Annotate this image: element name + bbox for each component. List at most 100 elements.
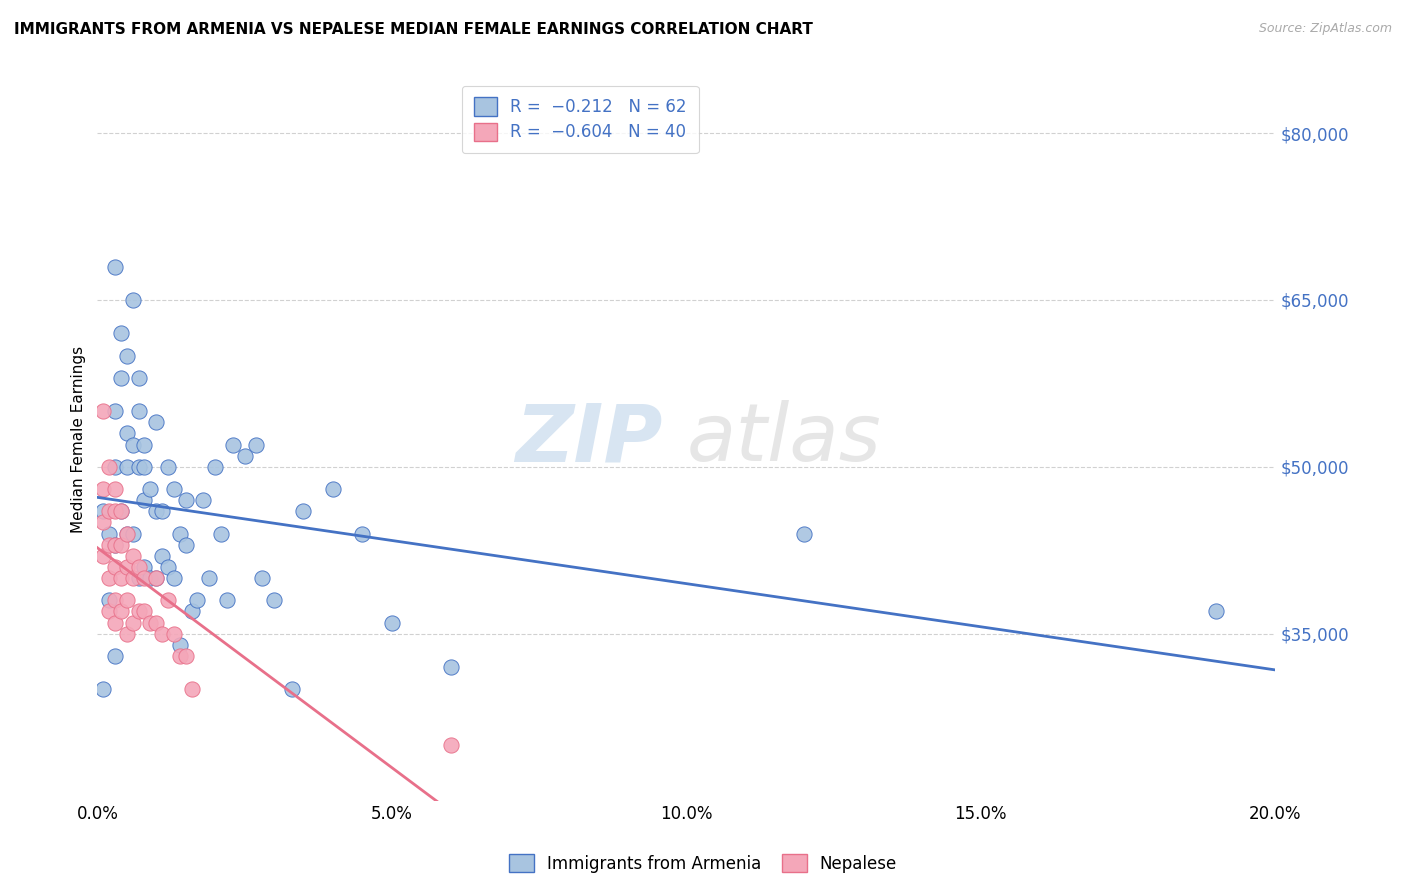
Point bbox=[104, 260, 127, 274]
Point bbox=[104, 538, 127, 552]
Point bbox=[252, 571, 274, 585]
Point bbox=[150, 626, 173, 640]
Text: IMMIGRANTS FROM ARMENIA VS NEPALESE MEDIAN FEMALE EARNINGS CORRELATION CHART: IMMIGRANTS FROM ARMENIA VS NEPALESE MEDI… bbox=[14, 22, 813, 37]
Point bbox=[128, 459, 150, 474]
Point bbox=[150, 549, 173, 563]
Point bbox=[186, 593, 208, 607]
Point bbox=[1205, 605, 1227, 619]
Point bbox=[169, 638, 191, 652]
Point bbox=[139, 571, 162, 585]
Point bbox=[91, 404, 114, 418]
Point bbox=[134, 437, 156, 451]
Point bbox=[440, 738, 463, 752]
Point bbox=[352, 526, 374, 541]
Point bbox=[115, 426, 138, 441]
Point bbox=[322, 482, 344, 496]
Point bbox=[440, 660, 463, 674]
Point bbox=[110, 538, 132, 552]
Text: ZIP: ZIP bbox=[516, 400, 662, 478]
Point bbox=[104, 504, 127, 518]
Point bbox=[134, 493, 156, 508]
Point bbox=[134, 605, 156, 619]
Point bbox=[115, 560, 138, 574]
Point bbox=[121, 571, 143, 585]
Point bbox=[139, 615, 162, 630]
Point bbox=[115, 593, 138, 607]
Point bbox=[121, 526, 143, 541]
Point bbox=[157, 560, 180, 574]
Point bbox=[98, 459, 121, 474]
Point bbox=[104, 482, 127, 496]
Point bbox=[91, 482, 114, 496]
Point bbox=[215, 593, 238, 607]
Point bbox=[204, 459, 226, 474]
Point bbox=[145, 571, 167, 585]
Point bbox=[91, 516, 114, 530]
Point bbox=[134, 459, 156, 474]
Point bbox=[145, 571, 167, 585]
Point bbox=[128, 404, 150, 418]
Point bbox=[381, 615, 404, 630]
Point bbox=[104, 648, 127, 663]
Point bbox=[174, 648, 197, 663]
Point bbox=[209, 526, 232, 541]
Point bbox=[198, 571, 221, 585]
Point bbox=[263, 593, 285, 607]
Point bbox=[104, 404, 127, 418]
Y-axis label: Median Female Earnings: Median Female Earnings bbox=[72, 345, 86, 533]
Point bbox=[110, 504, 132, 518]
Point bbox=[115, 526, 138, 541]
Point bbox=[104, 560, 127, 574]
Legend: R =  −0.212   N = 62, R =  −0.604   N = 40: R = −0.212 N = 62, R = −0.604 N = 40 bbox=[463, 86, 699, 153]
Point bbox=[157, 459, 180, 474]
Point bbox=[121, 293, 143, 307]
Point bbox=[98, 526, 121, 541]
Point bbox=[163, 626, 186, 640]
Point bbox=[169, 648, 191, 663]
Point bbox=[98, 593, 121, 607]
Point bbox=[110, 504, 132, 518]
Point bbox=[91, 549, 114, 563]
Point bbox=[139, 482, 162, 496]
Point bbox=[180, 682, 202, 697]
Point bbox=[115, 626, 138, 640]
Point bbox=[104, 459, 127, 474]
Point bbox=[115, 526, 138, 541]
Point bbox=[128, 371, 150, 385]
Point bbox=[104, 593, 127, 607]
Point bbox=[793, 526, 815, 541]
Point bbox=[292, 504, 315, 518]
Point bbox=[134, 571, 156, 585]
Point bbox=[169, 526, 191, 541]
Point bbox=[233, 449, 256, 463]
Point bbox=[145, 415, 167, 429]
Point bbox=[180, 605, 202, 619]
Point bbox=[121, 615, 143, 630]
Point bbox=[280, 682, 302, 697]
Point bbox=[91, 682, 114, 697]
Point bbox=[98, 605, 121, 619]
Point bbox=[98, 571, 121, 585]
Point bbox=[145, 504, 167, 518]
Point bbox=[174, 493, 197, 508]
Point bbox=[150, 504, 173, 518]
Point bbox=[98, 538, 121, 552]
Point bbox=[121, 437, 143, 451]
Point bbox=[110, 605, 132, 619]
Point bbox=[145, 615, 167, 630]
Text: atlas: atlas bbox=[686, 400, 882, 478]
Point bbox=[163, 482, 186, 496]
Point bbox=[98, 504, 121, 518]
Point bbox=[115, 349, 138, 363]
Point bbox=[121, 549, 143, 563]
Legend: Immigrants from Armenia, Nepalese: Immigrants from Armenia, Nepalese bbox=[502, 847, 904, 880]
Point bbox=[110, 326, 132, 341]
Point bbox=[110, 571, 132, 585]
Point bbox=[110, 371, 132, 385]
Point bbox=[174, 538, 197, 552]
Point bbox=[128, 560, 150, 574]
Point bbox=[128, 605, 150, 619]
Point bbox=[222, 437, 245, 451]
Point bbox=[128, 571, 150, 585]
Point bbox=[91, 504, 114, 518]
